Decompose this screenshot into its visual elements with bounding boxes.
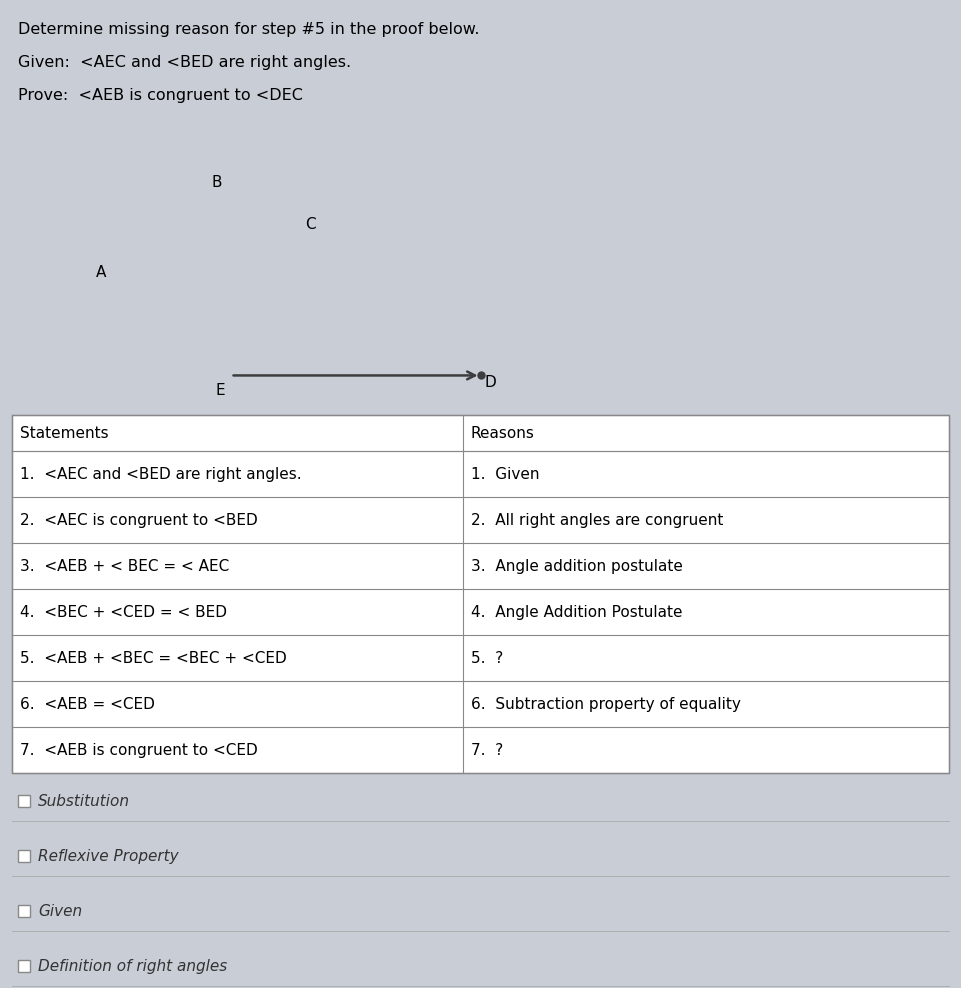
Text: 2.  <AEC is congruent to <BED: 2. <AEC is congruent to <BED	[20, 513, 258, 528]
Text: Given:  <AEC and <BED are right angles.: Given: <AEC and <BED are right angles.	[18, 55, 351, 70]
Text: 3.  <AEB + < BEC = < AEC: 3. <AEB + < BEC = < AEC	[20, 558, 230, 573]
Text: D: D	[484, 375, 496, 390]
Text: Reasons: Reasons	[471, 426, 535, 441]
Text: Definition of right angles: Definition of right angles	[38, 958, 227, 973]
FancyBboxPatch shape	[17, 850, 30, 862]
Text: 3.  Angle addition postulate: 3. Angle addition postulate	[471, 558, 683, 573]
Text: 7.  <AEB is congruent to <CED: 7. <AEB is congruent to <CED	[20, 743, 258, 758]
Text: A: A	[96, 265, 107, 280]
Text: 6.  Subtraction property of equality: 6. Subtraction property of equality	[471, 697, 741, 711]
FancyBboxPatch shape	[12, 415, 949, 773]
FancyBboxPatch shape	[17, 795, 30, 807]
Text: 5.  <AEB + <BEC = <BEC + <CED: 5. <AEB + <BEC = <BEC + <CED	[20, 650, 286, 666]
Text: E: E	[215, 383, 225, 398]
Text: 1.  <AEC and <BED are right angles.: 1. <AEC and <BED are right angles.	[20, 466, 302, 481]
Text: Substitution: Substitution	[38, 793, 130, 808]
FancyBboxPatch shape	[17, 905, 30, 917]
Text: B: B	[211, 175, 222, 190]
Text: C: C	[306, 217, 316, 232]
FancyBboxPatch shape	[17, 960, 30, 972]
Text: Given: Given	[38, 903, 82, 919]
Text: Determine missing reason for step #5 in the proof below.: Determine missing reason for step #5 in …	[18, 22, 480, 37]
Text: 1.  Given: 1. Given	[471, 466, 539, 481]
Text: 5.  ?: 5. ?	[471, 650, 504, 666]
Text: 6.  <AEB = <CED: 6. <AEB = <CED	[20, 697, 155, 711]
Text: Statements: Statements	[20, 426, 109, 441]
Text: 4.  <BEC + <CED = < BED: 4. <BEC + <CED = < BED	[20, 605, 227, 619]
Text: 4.  Angle Addition Postulate: 4. Angle Addition Postulate	[471, 605, 682, 619]
Text: 2.  All right angles are congruent: 2. All right angles are congruent	[471, 513, 724, 528]
Text: Prove:  <AEB is congruent to <DEC: Prove: <AEB is congruent to <DEC	[18, 88, 303, 103]
Text: Reflexive Property: Reflexive Property	[38, 849, 179, 864]
Text: 7.  ?: 7. ?	[471, 743, 504, 758]
